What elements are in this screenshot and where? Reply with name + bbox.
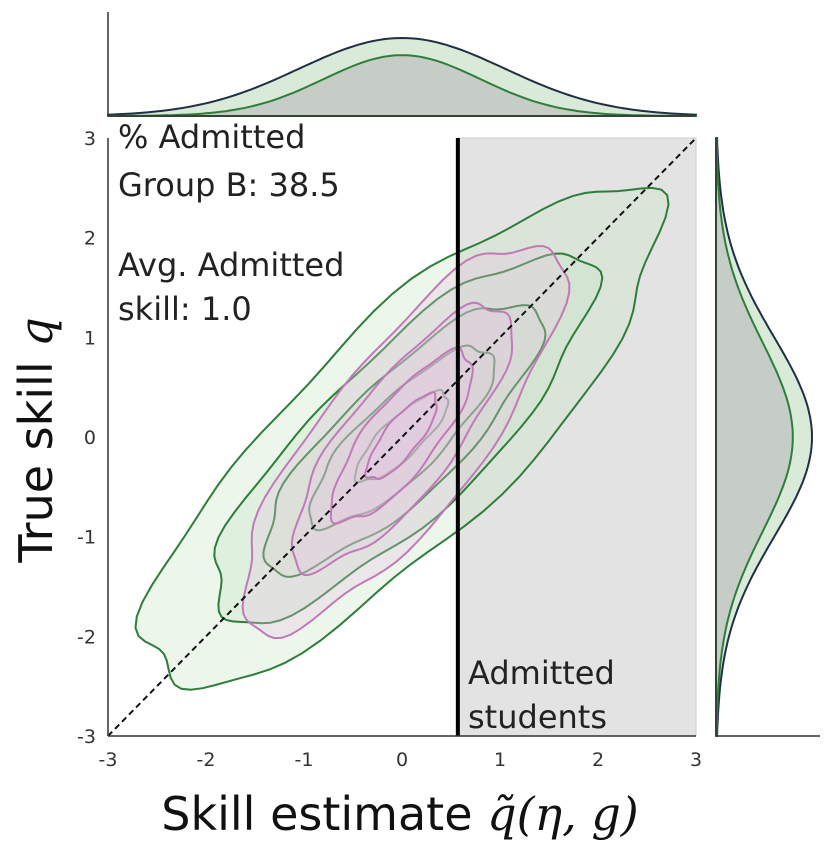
y-axis-label-math: q — [9, 317, 63, 346]
x-tick-label: -3 — [99, 749, 118, 771]
x-tick-label: 0 — [396, 749, 408, 771]
y-tick-labels: -3 -2 -1 0 1 2 3 — [77, 128, 96, 748]
stats-line-2: Group B: 38.5 — [118, 166, 340, 204]
right-marginal-density — [715, 137, 814, 737]
x-tick-label: -2 — [197, 749, 216, 771]
top-marginal-inner — [107, 54, 697, 117]
group-b-contour-level-3 — [329, 346, 474, 525]
y-axis-label-text: True skill — [9, 361, 63, 563]
x-tick-label: 2 — [592, 749, 604, 771]
group-a-contour-level-2 — [213, 252, 604, 625]
y-tick-label: 3 — [84, 128, 96, 150]
x-axis-label-text: Skill estimate — [161, 787, 472, 841]
y-tick-label: 1 — [84, 327, 96, 349]
stats-line-3: Avg. Admitted — [118, 246, 344, 284]
right-marginal-inner — [715, 137, 794, 737]
x-tick-label: 1 — [494, 749, 506, 771]
admitted-label-line-2: students — [468, 698, 607, 736]
stats-line-4: skill: 1.0 — [118, 290, 252, 328]
x-tick-label: 3 — [690, 749, 702, 771]
stats-line-1: % Admitted — [118, 118, 305, 156]
y-tick-label: -1 — [77, 527, 96, 549]
x-axis-label-math: q̃(η, g) — [487, 787, 639, 841]
y-axis-label: True skill q — [9, 317, 63, 563]
x-tick-label: -1 — [295, 749, 314, 771]
y-tick-label: -3 — [77, 726, 96, 748]
y-tick-label: 0 — [84, 427, 96, 449]
x-tick-labels: -3 -2 -1 0 1 2 3 — [99, 749, 703, 771]
y-tick-label: 2 — [84, 228, 96, 250]
group-b-contour-level-1 — [241, 245, 571, 640]
top-marginal-density — [107, 36, 697, 117]
x-axis-label: Skill estimate q̃(η, g) — [161, 787, 638, 841]
group-a-contour-level-3 — [262, 304, 547, 578]
y-tick-label: -2 — [77, 626, 96, 648]
admitted-label-line-1: Admitted — [468, 654, 615, 692]
